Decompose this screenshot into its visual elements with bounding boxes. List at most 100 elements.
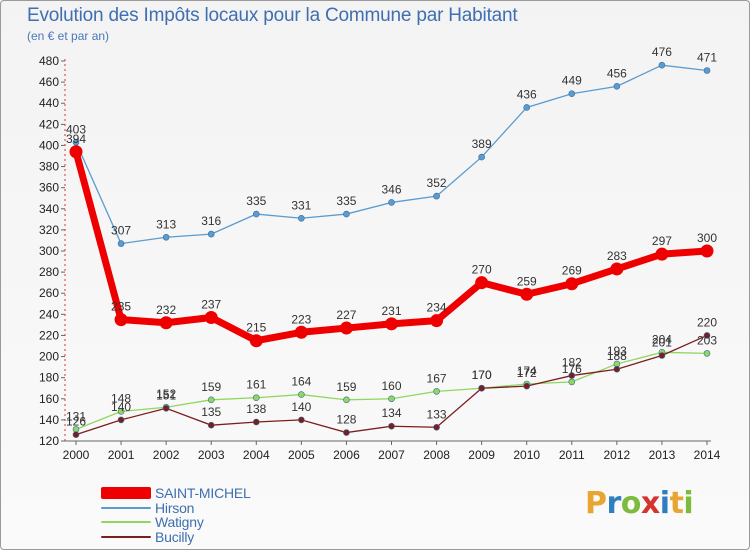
data-label: 403	[66, 122, 86, 136]
x-tick-label: 2008	[423, 448, 450, 462]
legend-swatch	[101, 521, 151, 524]
data-label: 352	[427, 176, 447, 190]
x-tick-label: 2012	[604, 448, 631, 462]
y-tick-label: 160	[39, 392, 59, 406]
x-tick-label: 2009	[468, 448, 495, 462]
data-label: 331	[291, 198, 311, 212]
data-point	[610, 262, 624, 276]
data-point	[339, 321, 353, 335]
y-tick-label: 320	[39, 223, 59, 237]
y-tick-label: 460	[39, 75, 59, 89]
data-point	[433, 388, 440, 395]
legend-label: Watigny	[155, 514, 204, 531]
data-point	[252, 210, 260, 218]
legend: SAINT-MICHEL Hirson Watigny Bucilly	[101, 486, 251, 544]
data-point	[565, 277, 579, 291]
data-label: 259	[517, 274, 537, 288]
data-label: 176	[562, 362, 582, 376]
data-label: 188	[607, 349, 627, 363]
data-point	[478, 153, 485, 161]
y-tick-label: 140	[39, 413, 59, 427]
data-label: 134	[381, 406, 401, 420]
data-label: 167	[427, 371, 447, 385]
data-label: 152	[156, 387, 176, 401]
data-label: 270	[472, 263, 492, 277]
series-layer	[69, 61, 714, 438]
y-tick-label: 480	[39, 54, 59, 68]
data-label: 220	[697, 315, 717, 329]
data-point	[114, 313, 128, 327]
data-label: 193	[607, 344, 627, 358]
data-label: 170	[472, 368, 492, 382]
data-point	[613, 365, 621, 373]
y-tick-label: 380	[39, 160, 59, 174]
data-point	[117, 416, 125, 424]
legend-item-saint-michel: SAINT-MICHEL	[101, 486, 251, 501]
y-tick-label: 260	[39, 286, 59, 300]
data-label: 476	[652, 45, 672, 59]
x-tick-label: 2001	[108, 448, 135, 462]
y-tick-label: 180	[39, 371, 59, 385]
data-point	[658, 61, 666, 69]
data-label: 138	[246, 402, 266, 416]
data-point	[298, 391, 305, 398]
data-point	[204, 311, 218, 324]
x-tick-label: 2002	[153, 448, 180, 462]
data-point	[343, 396, 350, 404]
x-tick-label: 2004	[243, 448, 270, 462]
data-point	[613, 83, 621, 90]
data-point	[703, 350, 711, 357]
legend-item-bucilly: Bucilly	[101, 530, 251, 545]
legend-swatch	[101, 487, 151, 500]
data-label: 126	[66, 415, 86, 429]
data-label: 471	[697, 51, 717, 65]
data-label: 235	[111, 300, 131, 314]
data-label: 234	[427, 301, 447, 315]
data-point	[298, 214, 305, 222]
data-point	[117, 408, 125, 415]
data-label: 128	[336, 413, 356, 427]
data-point	[343, 210, 350, 218]
data-label: 140	[111, 400, 131, 414]
proxiti-logo: Proxiti	[585, 486, 694, 521]
data-label: 227	[336, 308, 356, 322]
data-label: 164	[291, 375, 311, 389]
x-tick-label: 2014	[694, 448, 721, 462]
data-point	[523, 104, 531, 111]
x-tick-label: 2000	[63, 448, 90, 462]
logo-letter: t	[669, 486, 684, 521]
data-label: 231	[381, 304, 401, 318]
data-point	[207, 396, 215, 404]
y-tick-label: 300	[39, 244, 59, 258]
data-point	[388, 395, 395, 403]
logo-letter: P	[585, 486, 607, 521]
data-point	[433, 423, 440, 431]
data-point	[385, 317, 398, 331]
data-point	[294, 325, 308, 339]
y-tick-label: 360	[39, 181, 59, 195]
data-label: 335	[246, 194, 266, 208]
data-label: 159	[201, 380, 221, 394]
legend-item-watigny: Watigny	[101, 515, 251, 530]
y-tick-label: 120	[39, 434, 59, 448]
data-label: 232	[156, 303, 176, 317]
data-point	[523, 382, 531, 390]
x-tick-label: 2003	[198, 448, 225, 462]
legend-label: Bucilly	[155, 528, 195, 545]
data-point	[162, 404, 170, 412]
data-label: 203	[697, 333, 717, 347]
x-tick-label: 2007	[378, 448, 405, 462]
y-tick-label: 240	[39, 307, 59, 321]
series-saint-michel	[69, 145, 714, 348]
data-point	[343, 429, 350, 436]
series-hirson	[72, 61, 711, 247]
data-label: 160	[381, 379, 401, 393]
data-label: 140	[291, 400, 311, 414]
series-bucilly	[72, 332, 711, 438]
data-label: 394	[66, 132, 86, 146]
data-point	[430, 314, 444, 328]
data-label: 174	[517, 364, 537, 378]
data-point	[703, 67, 711, 74]
data-point	[658, 352, 666, 359]
